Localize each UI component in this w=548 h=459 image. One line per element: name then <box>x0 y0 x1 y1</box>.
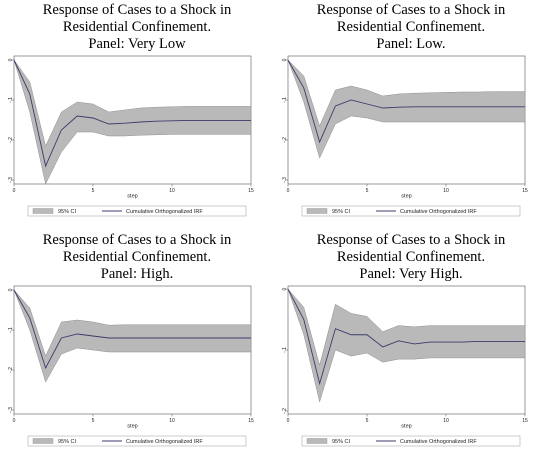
chart-title: Response of Cases to a Shock in Resident… <box>0 232 274 283</box>
x-tick-label: 10 <box>443 188 449 194</box>
x-tick-label: 10 <box>169 188 175 194</box>
x-axis-title: step <box>127 424 137 430</box>
y-tick-label: -.2 <box>8 137 14 143</box>
y-tick-label: -.1 <box>8 327 14 333</box>
panel-high: Response of Cases to a Shock in Resident… <box>0 230 274 459</box>
legend-label: 95% CI <box>332 439 351 445</box>
irf-line <box>13 59 251 168</box>
x-axis-title: step <box>401 424 411 430</box>
legend-ci-swatch <box>306 208 328 214</box>
title-line: Panel: Very Low <box>88 36 186 52</box>
title-line: Residential Confinement. <box>62 249 212 265</box>
y-tick-label: -.3 <box>282 177 288 183</box>
title-line: Panel: High. <box>100 266 174 282</box>
y-tick-label: -.2 <box>8 367 14 373</box>
x-tick-label: 10 <box>443 418 449 424</box>
y-tick-label: -.3 <box>8 407 14 413</box>
legend-box <box>27 205 247 217</box>
irf-line <box>287 288 525 386</box>
title-line: Response of Cases to a Shock in <box>316 2 506 18</box>
title-line: Residential Confinement. <box>336 249 486 265</box>
x-tick-label: 0 <box>287 188 290 194</box>
title-line: Response of Cases to a Shock in <box>42 2 232 18</box>
x-tick-label: 5 <box>92 188 95 194</box>
x-tick-label: 5 <box>366 188 369 194</box>
legend-label: Cumulative Orthogonalized IRF <box>400 439 477 445</box>
title-line: Residential Confinement. <box>336 19 486 35</box>
y-tick-label: -.1 <box>282 97 288 103</box>
title-line: Panel: Very High. <box>359 266 463 282</box>
x-tick-label: 15 <box>248 188 254 194</box>
panel-very-high: Response of Cases to a Shock in Resident… <box>274 230 548 459</box>
x-axis-title: step <box>401 194 411 200</box>
panel-very-low: Response of Cases to a Shock in Resident… <box>0 0 274 229</box>
x-tick-label: 0 <box>13 188 16 194</box>
y-tick-label: 0 <box>282 58 288 61</box>
irf-chart: 0 -.1 -.2 0 5 10 15 step 95% CI Cumulative Orthog… <box>282 285 528 447</box>
legend-ci-swatch <box>32 438 54 444</box>
legend-label: Cumulative Orthogonalized IRF <box>400 209 477 215</box>
chart-title: Response of Cases to a Shock in Resident… <box>0 2 274 53</box>
panel-low: Response of Cases to a Shock in Resident… <box>274 0 548 229</box>
x-tick-label: 15 <box>248 418 254 424</box>
legend-box <box>301 435 521 447</box>
irf-chart: 0 -.1 -.2 -.3 0 5 10 15 step 95% CI Cumulative Ort… <box>8 55 254 217</box>
legend-ci-swatch <box>306 438 328 444</box>
x-tick-label: 0 <box>13 418 16 424</box>
x-tick-label: 15 <box>522 188 528 194</box>
y-tick-label: -.1 <box>282 347 288 353</box>
title-line: Residential Confinement. <box>62 19 212 35</box>
title-line: Panel: Low. <box>376 36 446 52</box>
irf-line <box>287 59 525 144</box>
y-tick-label: -.2 <box>282 137 288 143</box>
chart-title: Response of Cases to a Shock in Resident… <box>274 2 548 53</box>
title-line: Response of Cases to a Shock in <box>42 232 232 248</box>
y-tick-label: -.2 <box>282 408 288 414</box>
legend-box <box>301 205 521 217</box>
legend-label: 95% CI <box>58 209 77 215</box>
irf-line <box>13 289 251 370</box>
irf-chart: 0 -.1 -.2 -.3 0 5 10 15 step 95% CI Cumulative Ort… <box>282 55 528 217</box>
x-tick-label: 5 <box>92 418 95 424</box>
x-axis-title: step <box>127 194 137 200</box>
legend-label: 95% CI <box>332 209 351 215</box>
legend-label: 95% CI <box>58 439 77 445</box>
legend-ci-swatch <box>32 208 54 214</box>
chart-title: Response of Cases to a Shock in Resident… <box>274 232 548 283</box>
x-tick-label: 0 <box>287 418 290 424</box>
x-tick-label: 10 <box>169 418 175 424</box>
x-tick-label: 15 <box>522 418 528 424</box>
legend-label: Cumulative Orthogonalized IRF <box>126 209 203 215</box>
y-tick-label: -.1 <box>8 97 14 103</box>
y-tick-label: 0 <box>8 288 14 291</box>
irf-chart: 0 -.1 -.2 -.3 0 5 10 15 step 95% CI Cumulative Ort… <box>8 285 254 447</box>
x-tick-label: 5 <box>366 418 369 424</box>
legend-box <box>27 435 247 447</box>
y-tick-label: 0 <box>282 287 288 290</box>
legend-label: Cumulative Orthogonalized IRF <box>126 439 203 445</box>
y-tick-label: 0 <box>8 58 14 61</box>
y-tick-label: -.3 <box>8 177 14 183</box>
title-line: Response of Cases to a Shock in <box>316 232 506 248</box>
